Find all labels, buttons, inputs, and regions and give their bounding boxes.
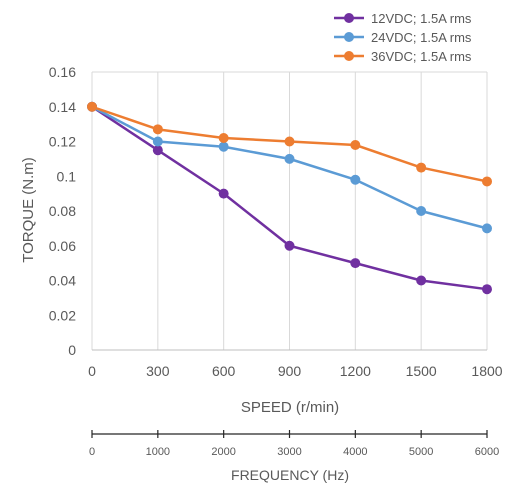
data-point (416, 206, 427, 216)
y-tick-label: 0.1 (57, 168, 77, 184)
data-point (482, 284, 492, 295)
y-tick-label: 0.08 (49, 203, 76, 219)
legend-label: 12VDC; 1.5A rms (371, 11, 472, 26)
data-point (218, 133, 229, 144)
x-tick-label: 0 (88, 363, 96, 379)
data-point (152, 124, 163, 135)
y-tick-label: 0.06 (49, 238, 76, 254)
data-point (218, 188, 229, 199)
legend-label: 24VDC; 1.5A rms (371, 30, 472, 45)
data-point (87, 101, 97, 112)
y-tick-label: 0.16 (49, 64, 76, 80)
legend-marker (344, 32, 354, 42)
data-point (218, 141, 229, 152)
frequency-tick-label: 1000 (146, 446, 170, 458)
x-tick-label: 300 (146, 363, 170, 379)
y-tick-label: 0.12 (49, 134, 76, 150)
frequency-tick-label: 0 (89, 446, 95, 458)
frequency-axis-title: FREQUENCY (Hz) (231, 467, 349, 483)
axes: 0 0.02 0.04 0.06 0.08 0.1 0.12 0.14 0.16 0 300 600 9… (49, 64, 503, 458)
legend-marker (344, 51, 354, 61)
data-point (284, 153, 295, 164)
data-point (284, 240, 295, 251)
x-axis-title: SPEED (r/min) (241, 399, 339, 416)
y-tick-label: 0.02 (49, 307, 76, 323)
y-tick-label: 0 (68, 342, 76, 358)
legend-label: 36VDC; 1.5A rms (371, 49, 472, 64)
legend: 12VDC; 1.5A rms 24VDC; 1.5A rms 36VDC; 1.5… (334, 11, 472, 64)
data-point (152, 136, 163, 147)
legend-marker (344, 13, 354, 23)
y-axis-title: TORQUE (N.m) (20, 157, 37, 263)
frequency-tick-label: 5000 (409, 446, 433, 458)
data-point (284, 136, 295, 147)
y-tick-label: 0.14 (49, 99, 76, 115)
x-tick-label: 1200 (340, 363, 371, 379)
frequency-tick-label: 2000 (211, 446, 235, 458)
data-point (482, 176, 492, 187)
x-tick-label: 600 (212, 363, 236, 379)
frequency-tick-label: 6000 (475, 446, 499, 458)
data-point (350, 258, 361, 269)
data-point (416, 162, 427, 173)
frequency-tick-label: 3000 (277, 446, 301, 458)
data-point (482, 223, 492, 234)
data-point (152, 145, 163, 156)
x-tick-label: 1800 (471, 363, 502, 379)
x-tick-label: 900 (278, 363, 302, 379)
y-tick-label: 0.04 (49, 273, 76, 289)
x-tick-label: 1500 (406, 363, 437, 379)
frequency-tick-label: 4000 (343, 446, 367, 458)
series-lines (87, 101, 492, 295)
data-point (350, 174, 361, 185)
grid-lines (92, 71, 488, 350)
data-point (350, 139, 361, 150)
data-point (416, 275, 427, 286)
